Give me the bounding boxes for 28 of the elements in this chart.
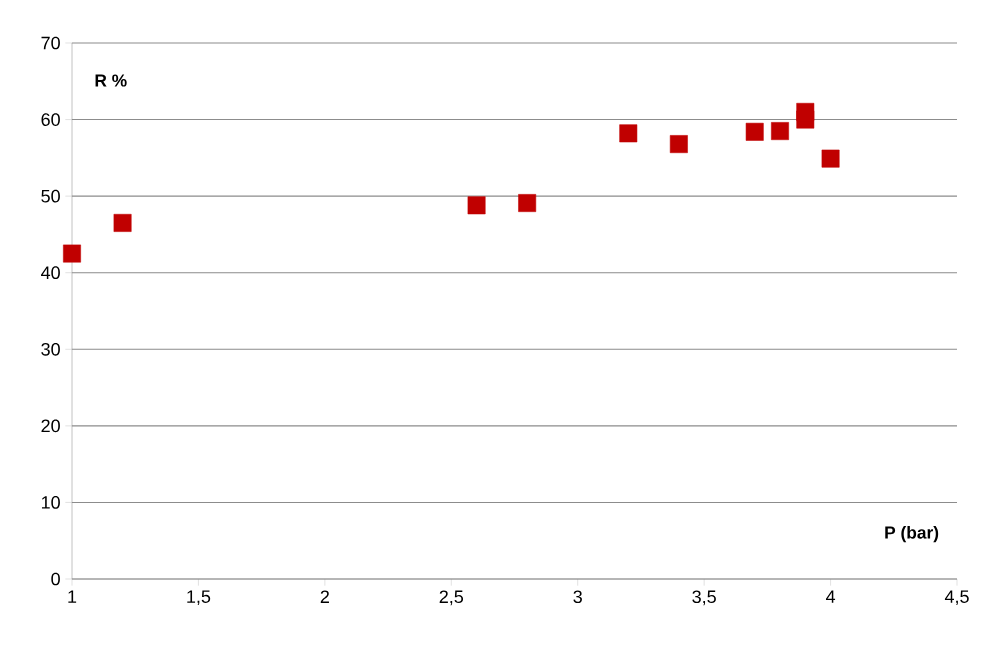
- y-tick-label: 10: [41, 496, 60, 509]
- point: [467, 196, 486, 215]
- point: [745, 122, 764, 141]
- point: [518, 194, 537, 212]
- x-tick-label: 4: [825, 590, 836, 603]
- point: [771, 122, 789, 140]
- y-tick-label: 50: [41, 189, 60, 203]
- y-tick-label: 60: [41, 113, 60, 126]
- x-tick-label: 3: [573, 590, 582, 604]
- point: [669, 135, 688, 154]
- y-tick-label: 40: [41, 266, 60, 280]
- y-tick-label: 20: [41, 419, 60, 433]
- y-tick-label: 30: [41, 342, 60, 356]
- y-axis-title: R %: [95, 74, 127, 87]
- point: [796, 102, 815, 121]
- x-axis-title: P (bar): [885, 525, 939, 543]
- point: [63, 244, 81, 263]
- x-tick-label: 2,5: [439, 590, 464, 606]
- point: [113, 214, 132, 232]
- y-tick-label: 70: [41, 36, 60, 50]
- x-tick-label: 3,5: [692, 590, 716, 606]
- y-tick-label: 0: [51, 572, 60, 586]
- point: [619, 124, 638, 143]
- x-tick-label: 2: [320, 590, 329, 603]
- x-tick-label: 1,5: [187, 590, 211, 606]
- x-tick-label: 4,5: [944, 590, 969, 606]
- point: [821, 149, 840, 168]
- x-tick-label: 1: [68, 590, 77, 603]
